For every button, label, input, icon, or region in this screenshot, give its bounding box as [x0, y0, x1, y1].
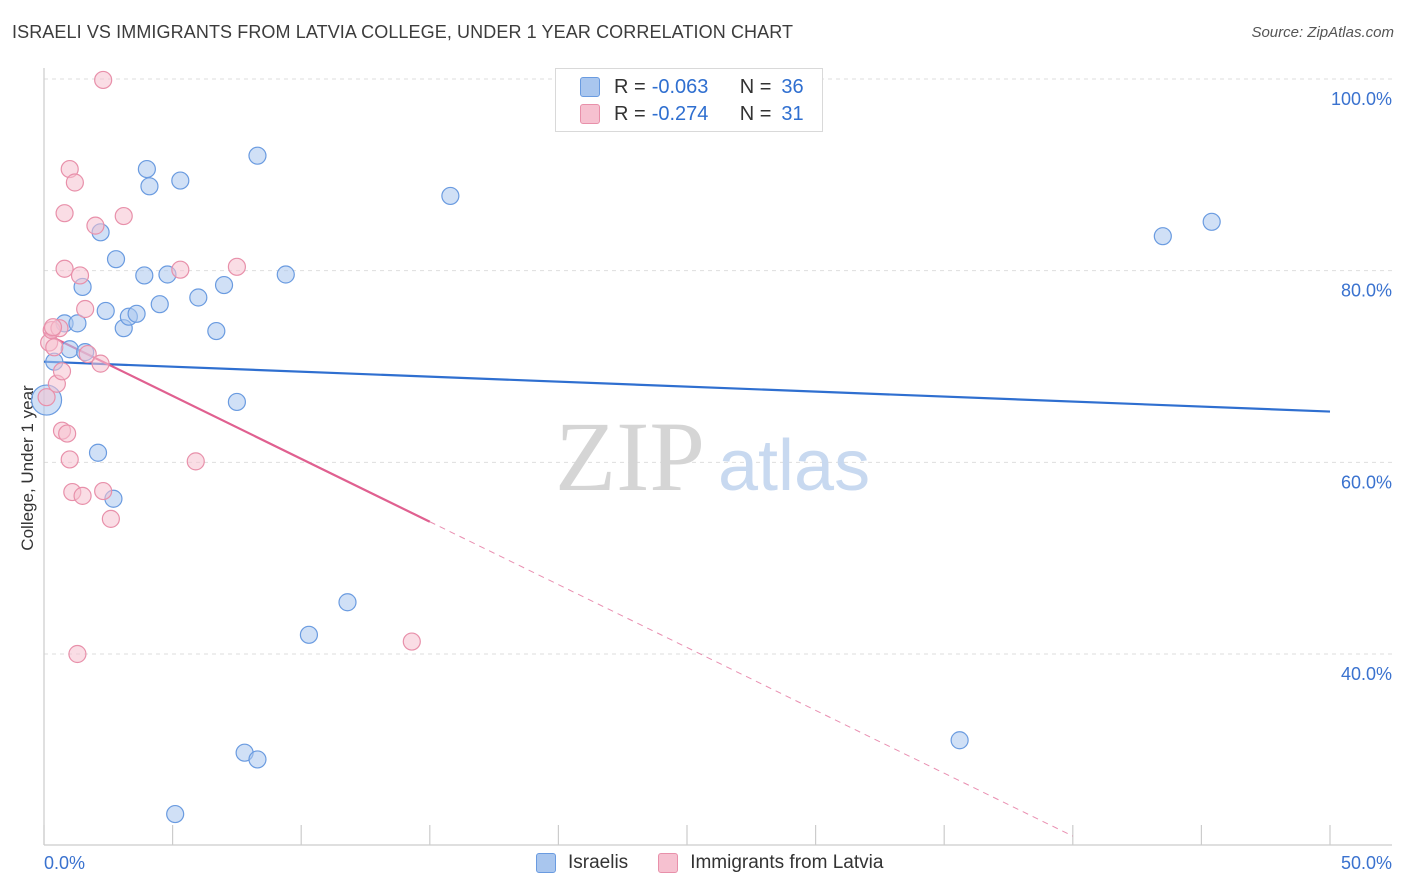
data-point — [55, 204, 74, 223]
data-point — [114, 206, 133, 226]
data-point — [96, 301, 115, 321]
axes — [43, 68, 1392, 846]
data-point — [1202, 212, 1221, 231]
source-label: Source: ZipAtlas.com — [1251, 24, 1394, 41]
data-point — [45, 338, 64, 357]
legend-n-value: 36 — [781, 75, 804, 98]
legend-r-label: R = — [614, 102, 646, 125]
y-tick-label: 40.0% — [1341, 664, 1392, 684]
legend-r-value: -0.274 — [651, 102, 709, 125]
legend-label-israelis: Israelis — [568, 852, 629, 873]
data-point — [91, 354, 110, 373]
data-point — [78, 344, 97, 364]
data-point — [140, 177, 159, 196]
stats-legend: R = -0.063 N = 36 R = -0.274 N = 31 — [555, 68, 823, 132]
data-point — [65, 173, 84, 192]
data-point — [73, 486, 92, 505]
data-point — [299, 625, 319, 644]
data-points — [30, 70, 1221, 824]
data-point — [189, 288, 208, 307]
legend-swatch-latvia — [580, 104, 600, 124]
watermark-zip: ZIP — [555, 401, 705, 512]
data-point — [1153, 227, 1172, 246]
data-point — [950, 731, 969, 750]
data-point — [171, 171, 190, 190]
y-tick-label: 100.0% — [1331, 89, 1392, 109]
legend-n-label: N = — [739, 75, 772, 98]
data-point — [88, 443, 108, 462]
data-point — [135, 266, 154, 285]
chart-title: ISRAELI VS IMMIGRANTS FROM LATVIA COLLEG… — [12, 22, 794, 42]
data-point — [441, 186, 460, 206]
legend-n-label: N = — [739, 102, 772, 125]
data-point — [60, 450, 79, 469]
data-point — [207, 321, 226, 341]
legend-item-latvia[interactable]: Immigrants from Latvia — [658, 852, 883, 874]
data-point — [55, 259, 74, 278]
legend-label-latvia: Immigrants from Latvia — [690, 852, 884, 873]
data-point — [70, 266, 90, 285]
data-point — [214, 275, 234, 295]
data-point — [94, 481, 113, 501]
legend-swatch-israelis — [580, 77, 600, 97]
data-point — [186, 452, 205, 471]
data-point — [171, 260, 190, 279]
legend-n-value: 31 — [781, 102, 804, 125]
y-tick-label: 80.0% — [1341, 281, 1392, 301]
data-point — [127, 304, 146, 323]
data-point — [227, 257, 246, 276]
data-point — [68, 314, 87, 333]
trend-line — [43, 360, 1331, 413]
data-point — [338, 593, 357, 612]
data-point — [106, 250, 126, 269]
data-point — [137, 159, 156, 179]
legend-item-israelis[interactable]: Israelis — [536, 852, 628, 874]
legend-row-israelis: R = -0.063 N = 36 — [580, 75, 804, 99]
x-tick-label: 50.0% — [1341, 853, 1392, 873]
data-point — [43, 318, 63, 337]
x-tick-label: 0.0% — [44, 853, 85, 873]
data-point — [37, 388, 56, 407]
legend-r-value: -0.063 — [651, 75, 709, 98]
data-point — [166, 804, 185, 824]
data-point — [227, 392, 246, 412]
data-point — [60, 340, 79, 359]
data-point — [94, 70, 113, 90]
data-point — [52, 362, 72, 381]
watermark-atlas: atlas — [718, 426, 870, 506]
data-point — [248, 750, 267, 769]
legend-swatch-israelis — [536, 853, 556, 873]
data-point — [101, 509, 120, 528]
data-point — [402, 632, 421, 651]
y-tick-label: 60.0% — [1341, 472, 1392, 492]
data-point — [76, 299, 95, 319]
grid-lines — [44, 78, 1392, 655]
legend-r-label: R = — [614, 75, 646, 98]
legend-swatch-latvia — [658, 853, 679, 873]
data-point — [150, 295, 169, 314]
tick-labels: 40.0% 60.0% 80.0% 100.0% 0.0% 50.0% — [44, 89, 1392, 873]
series-legend: Israelis Immigrants from Latvia — [536, 852, 913, 874]
trend-line-extension — [429, 521, 1074, 837]
data-point — [58, 424, 77, 443]
data-point — [276, 265, 295, 284]
data-point — [86, 216, 105, 235]
data-point — [68, 644, 87, 664]
data-point — [248, 146, 267, 165]
legend-row-latvia: R = -0.274 N = 31 — [580, 102, 804, 126]
